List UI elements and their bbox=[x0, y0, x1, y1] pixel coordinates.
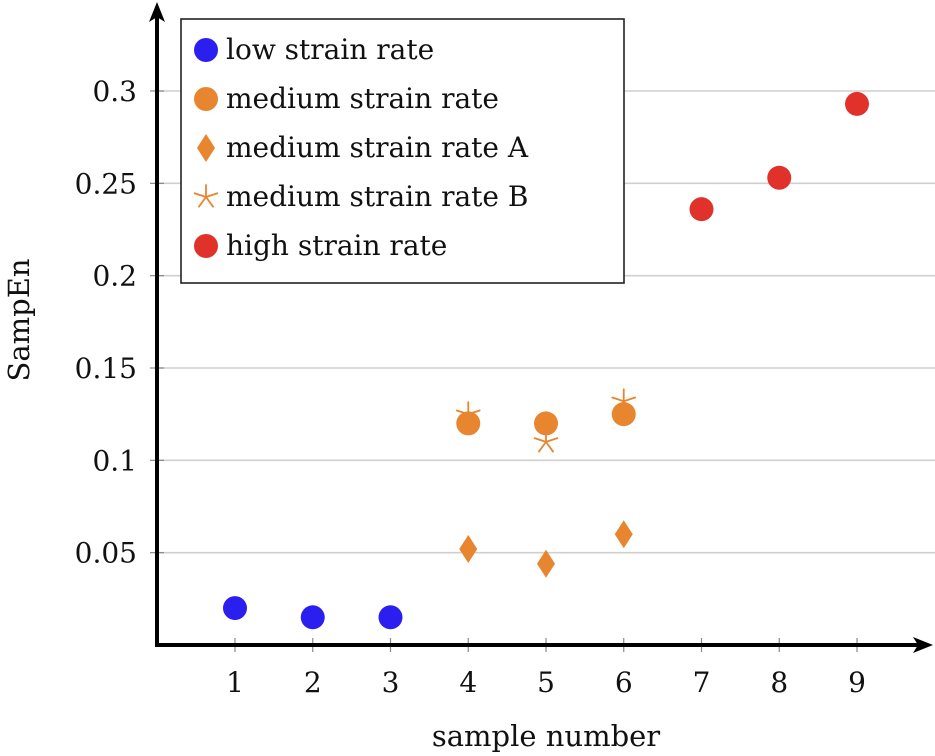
legend-label: medium strain rate A bbox=[226, 131, 529, 164]
point-medium-strain-rate-A bbox=[614, 520, 633, 549]
x-tick-label: 6 bbox=[615, 666, 633, 699]
x-tick-label: 5 bbox=[537, 666, 555, 699]
axes bbox=[149, 2, 933, 653]
y-tick-label: 0.3 bbox=[92, 75, 137, 108]
point-low-strain-rate bbox=[300, 605, 325, 630]
legend-label: medium strain rate bbox=[226, 82, 499, 115]
point-medium-strain-rate bbox=[534, 411, 558, 436]
legend-item-medium-strain-rate: medium strain rate bbox=[194, 82, 499, 115]
x-tick-label: 8 bbox=[770, 666, 788, 699]
y-tick-label: 0.1 bbox=[92, 444, 137, 477]
legend-marker-low-strain-rate bbox=[194, 38, 218, 62]
x-tick-label: 9 bbox=[848, 666, 866, 699]
y-tick-label: 0.25 bbox=[75, 167, 137, 200]
x-axis-arrowhead bbox=[913, 637, 933, 653]
legend-label: medium strain rate B bbox=[226, 180, 528, 213]
point-high-strain-rate bbox=[689, 197, 714, 222]
x-tick-label: 2 bbox=[304, 666, 322, 699]
point-high-strain-rate bbox=[767, 165, 792, 190]
legend-marker-medium-strain-rate bbox=[194, 87, 218, 111]
x-tick-label: 7 bbox=[693, 666, 711, 699]
y-tick-label: 0.2 bbox=[92, 260, 137, 293]
legend-item-medium-strain-rate-A: medium strain rate A bbox=[197, 131, 529, 164]
y-axis-title: SampEn bbox=[2, 258, 36, 381]
x-axis-title: sample number bbox=[432, 719, 660, 753]
point-high-strain-rate bbox=[845, 91, 869, 116]
point-medium-strain-rate-B bbox=[533, 428, 559, 453]
legend-marker-medium-strain-rate-B bbox=[193, 184, 219, 208]
point-low-strain-rate bbox=[223, 596, 247, 621]
point-low-strain-rate bbox=[378, 605, 403, 630]
legend-box bbox=[180, 18, 625, 284]
x-tick-labels: 1 2 3 4 5 6 7 8 9 bbox=[226, 666, 866, 699]
legend-item-high-strain-rate: high strain rate bbox=[194, 229, 447, 262]
data-points bbox=[223, 91, 869, 630]
y-axis-arrowhead bbox=[149, 2, 165, 22]
y-tick-labels: 0.05 0.1 0.15 0.2 0.25 0.3 bbox=[75, 75, 137, 570]
legend-item-low-strain-rate: low strain rate bbox=[194, 33, 434, 66]
y-tick-label: 0.15 bbox=[75, 352, 137, 385]
legend-item-medium-strain-rate-B: medium strain rate B bbox=[193, 180, 528, 213]
x-tick-label: 1 bbox=[226, 666, 244, 699]
legend-label: low strain rate bbox=[226, 33, 434, 66]
legend-marker-medium-strain-rate-A bbox=[197, 134, 215, 162]
point-medium-strain-rate-A bbox=[537, 549, 555, 578]
point-medium-strain-rate bbox=[456, 411, 481, 436]
legend-marker-high-strain-rate bbox=[194, 234, 218, 258]
point-medium-strain-rate bbox=[611, 402, 636, 427]
x-tick-label: 4 bbox=[459, 666, 477, 699]
y-tick-label: 0.05 bbox=[75, 537, 137, 570]
legend-label: high strain rate bbox=[226, 229, 447, 262]
point-medium-strain-rate-A bbox=[459, 534, 478, 563]
legend: low strain rate medium strain rate medium … bbox=[180, 18, 625, 284]
x-tick-label: 3 bbox=[382, 666, 400, 699]
